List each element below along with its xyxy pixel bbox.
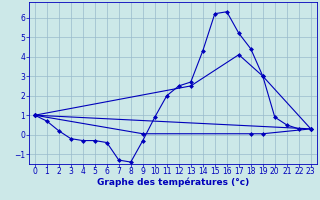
X-axis label: Graphe des températures (°c): Graphe des températures (°c) (97, 178, 249, 187)
